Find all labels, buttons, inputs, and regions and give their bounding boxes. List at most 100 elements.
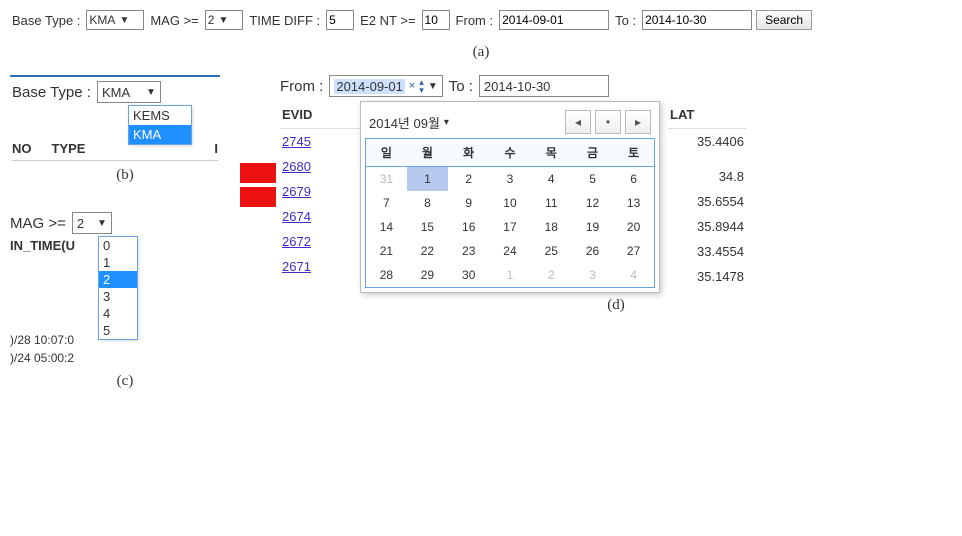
- base-type-option[interactable]: KEMS: [129, 106, 191, 125]
- calendar-day[interactable]: 11: [531, 191, 572, 215]
- calendar-day[interactable]: 1: [489, 263, 530, 288]
- panel-d: From : 2014-09-01 × ▴▾ ▼ To : 2014-10-30: [280, 75, 952, 293]
- cal-next-button[interactable]: ▸: [625, 110, 651, 134]
- calendar-day[interactable]: 9: [448, 191, 489, 215]
- caption-a: (a): [10, 44, 952, 61]
- mag-dropdown[interactable]: 2 ▼: [72, 212, 112, 234]
- evid-link[interactable]: 2680: [280, 154, 360, 179]
- mag-select[interactable]: 2 ▼: [205, 10, 244, 30]
- calendar-day[interactable]: 3: [489, 167, 530, 192]
- col-evid: EVID: [280, 101, 360, 129]
- calendar-day[interactable]: 10: [489, 191, 530, 215]
- calendar-day[interactable]: 20: [613, 215, 654, 239]
- evid-link[interactable]: 2674: [280, 204, 360, 229]
- chevron-down-icon[interactable]: ▼: [428, 81, 438, 92]
- spinner-icon[interactable]: ▴▾: [419, 78, 424, 94]
- calendar-day[interactable]: 5: [572, 167, 613, 192]
- caption-d: (d): [280, 297, 952, 314]
- calendar-day[interactable]: 14: [366, 215, 407, 239]
- calendar-day[interactable]: 27: [613, 239, 654, 263]
- base-type-label-b: Base Type :: [12, 84, 91, 101]
- calendar-day[interactable]: 25: [531, 239, 572, 263]
- calendar-day[interactable]: 13: [613, 191, 654, 215]
- mag-option[interactable]: 4: [99, 305, 137, 322]
- calendar-dow: 토: [613, 139, 654, 167]
- col-no: NO: [12, 141, 32, 156]
- clear-icon[interactable]: ×: [409, 80, 415, 92]
- mag-value: 2: [208, 13, 215, 27]
- base-type-dropdown[interactable]: KMA ▼: [97, 81, 161, 103]
- lat-value: 35.6554: [668, 189, 746, 214]
- base-type-label: Base Type :: [12, 13, 80, 28]
- to-label: To :: [615, 13, 636, 28]
- panel-b: Base Type : KMA ▼ KEMSKMA NO TYPE I: [10, 75, 220, 161]
- evid-link[interactable]: 2679: [280, 179, 360, 204]
- calendar-dow: 금: [572, 139, 613, 167]
- time-diff-input[interactable]: [326, 10, 354, 30]
- col-lat: LAT: [668, 101, 746, 129]
- mag-option[interactable]: 2: [99, 271, 137, 288]
- calendar-day[interactable]: 3: [572, 263, 613, 288]
- from-date-input[interactable]: [499, 10, 609, 30]
- lat-value: 35.4406: [668, 129, 746, 154]
- mag-label-c: MAG >=: [10, 215, 66, 232]
- calendar-day[interactable]: 28: [366, 263, 407, 288]
- calendar-day[interactable]: 29: [407, 263, 448, 288]
- filter-bar: Base Type : KMA ▼ MAG >= 2 ▼ TIME DIFF :…: [10, 10, 952, 30]
- mag-option[interactable]: 0: [99, 237, 137, 254]
- caption-b: (b): [10, 167, 240, 184]
- e2nt-input[interactable]: [422, 10, 450, 30]
- from-date-field[interactable]: 2014-09-01 × ▴▾ ▼: [329, 75, 442, 97]
- time-diff-label: TIME DIFF :: [249, 13, 320, 28]
- mag-option[interactable]: 5: [99, 322, 137, 339]
- evid-link[interactable]: 2672: [280, 229, 360, 254]
- cal-prev-button[interactable]: ◂: [565, 110, 591, 134]
- calendar-day[interactable]: 1: [407, 167, 448, 192]
- calendar-day[interactable]: 4: [613, 263, 654, 288]
- calendar-day[interactable]: 4: [531, 167, 572, 192]
- calendar-day[interactable]: 2: [448, 167, 489, 192]
- calendar-day[interactable]: 30: [448, 263, 489, 288]
- calendar-day[interactable]: 31: [366, 167, 407, 192]
- calendar-day[interactable]: 16: [448, 215, 489, 239]
- lat-value: [668, 154, 746, 164]
- calendar-day[interactable]: 21: [366, 239, 407, 263]
- calendar-dow: 월: [407, 139, 448, 167]
- calendar-day[interactable]: 22: [407, 239, 448, 263]
- calendar-day[interactable]: 18: [531, 215, 572, 239]
- calendar-day[interactable]: 15: [407, 215, 448, 239]
- calendar-dow: 일: [366, 139, 407, 167]
- calendar-day[interactable]: 24: [489, 239, 530, 263]
- calendar-day[interactable]: 8: [407, 191, 448, 215]
- evid-link[interactable]: 2671: [280, 254, 360, 279]
- calendar-day[interactable]: 6: [613, 167, 654, 192]
- calendar-day[interactable]: 23: [448, 239, 489, 263]
- calendar-day[interactable]: 12: [572, 191, 613, 215]
- search-button[interactable]: Search: [756, 10, 812, 30]
- to-date-field[interactable]: 2014-10-30: [479, 75, 609, 97]
- marker-icon: [240, 163, 276, 183]
- base-type-select[interactable]: KMA ▼: [86, 10, 144, 30]
- calendar-day[interactable]: 26: [572, 239, 613, 263]
- mag-option[interactable]: 3: [99, 288, 137, 305]
- to-date-input[interactable]: [642, 10, 752, 30]
- evid-link[interactable]: 2745: [280, 129, 360, 154]
- cal-today-button[interactable]: •: [595, 110, 621, 134]
- calendar-dow: 화: [448, 139, 489, 167]
- calendar-day[interactable]: 2: [531, 263, 572, 288]
- calendar-day[interactable]: 17: [489, 215, 530, 239]
- mag-label: MAG >=: [150, 13, 198, 28]
- mag-option[interactable]: 1: [99, 254, 137, 271]
- chevron-down-icon[interactable]: ▾: [444, 117, 449, 128]
- from-label-d: From :: [280, 78, 323, 95]
- caption-c: (c): [10, 373, 240, 390]
- calendar-day[interactable]: 7: [366, 191, 407, 215]
- calendar-title: 2014년 09월: [369, 113, 440, 132]
- base-type-dropdown-value: KMA: [102, 85, 130, 100]
- base-type-value: KMA: [89, 13, 115, 27]
- calendar-day[interactable]: 19: [572, 215, 613, 239]
- mag-dropdown-list: 012345: [98, 236, 138, 340]
- mag-dropdown-value: 2: [77, 216, 84, 231]
- to-label-d: To :: [449, 78, 473, 95]
- base-type-option[interactable]: KMA: [129, 125, 191, 144]
